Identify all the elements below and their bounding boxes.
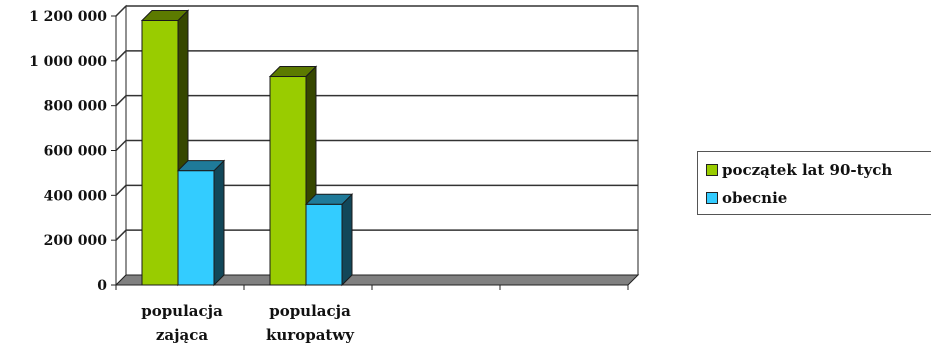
legend-swatch-series-1 bbox=[706, 164, 718, 176]
gridline-side bbox=[115, 184, 127, 196]
bar-front bbox=[269, 76, 307, 286]
legend: początek lat 90-tych obecnie bbox=[697, 151, 931, 215]
x-category-label: populacja bbox=[269, 302, 351, 320]
y-tick-label: 400 000 bbox=[44, 188, 108, 204]
legend-label-series-1: początek lat 90-tych bbox=[722, 161, 893, 179]
bar-front bbox=[177, 170, 215, 286]
x-axis-categories: populacja zająca populacja kuropatwy bbox=[141, 302, 355, 344]
bar-series-2-cat-2 bbox=[304, 193, 354, 287]
bar-top bbox=[304, 193, 354, 205]
gridline-side bbox=[115, 229, 127, 241]
bar-top bbox=[176, 160, 226, 172]
legend-item-series-2: obecnie bbox=[706, 184, 931, 212]
x-category-label: populacja bbox=[141, 302, 223, 320]
legend-swatch-series-2 bbox=[706, 192, 718, 204]
y-axis-ticks: 0 200 000 400 000 600 000 800 000 1 000 000 1 … bbox=[29, 9, 629, 294]
bar-side bbox=[213, 159, 225, 287]
bars bbox=[140, 9, 354, 287]
bar-series-2-cat-1 bbox=[176, 159, 226, 287]
x-category-label: zająca bbox=[156, 326, 209, 344]
bar-top bbox=[268, 66, 318, 78]
gridline-side bbox=[115, 139, 127, 152]
gridline-side bbox=[115, 95, 127, 107]
y-tick-label: 200 000 bbox=[44, 233, 108, 249]
legend-item-series-1: początek lat 90-tych bbox=[706, 156, 931, 184]
gridline-side bbox=[115, 5, 127, 17]
y-tick-label: 600 000 bbox=[44, 144, 108, 160]
bar-top bbox=[140, 9, 190, 21]
bar-front bbox=[305, 203, 343, 286]
gridline-side bbox=[115, 50, 127, 62]
y-tick-label: 0 bbox=[97, 278, 107, 294]
bar-series-1-cat-1 bbox=[140, 9, 190, 287]
y-tick-label: 1 000 000 bbox=[29, 54, 107, 70]
legend-label-series-2: obecnie bbox=[722, 189, 788, 207]
x-category-label: kuropatwy bbox=[266, 326, 355, 344]
bar-side bbox=[341, 193, 353, 287]
chart-floor bbox=[114, 274, 640, 286]
y-tick-label: 1 200 000 bbox=[29, 9, 107, 25]
bar-front bbox=[141, 19, 179, 286]
y-tick-label: 800 000 bbox=[44, 99, 108, 115]
